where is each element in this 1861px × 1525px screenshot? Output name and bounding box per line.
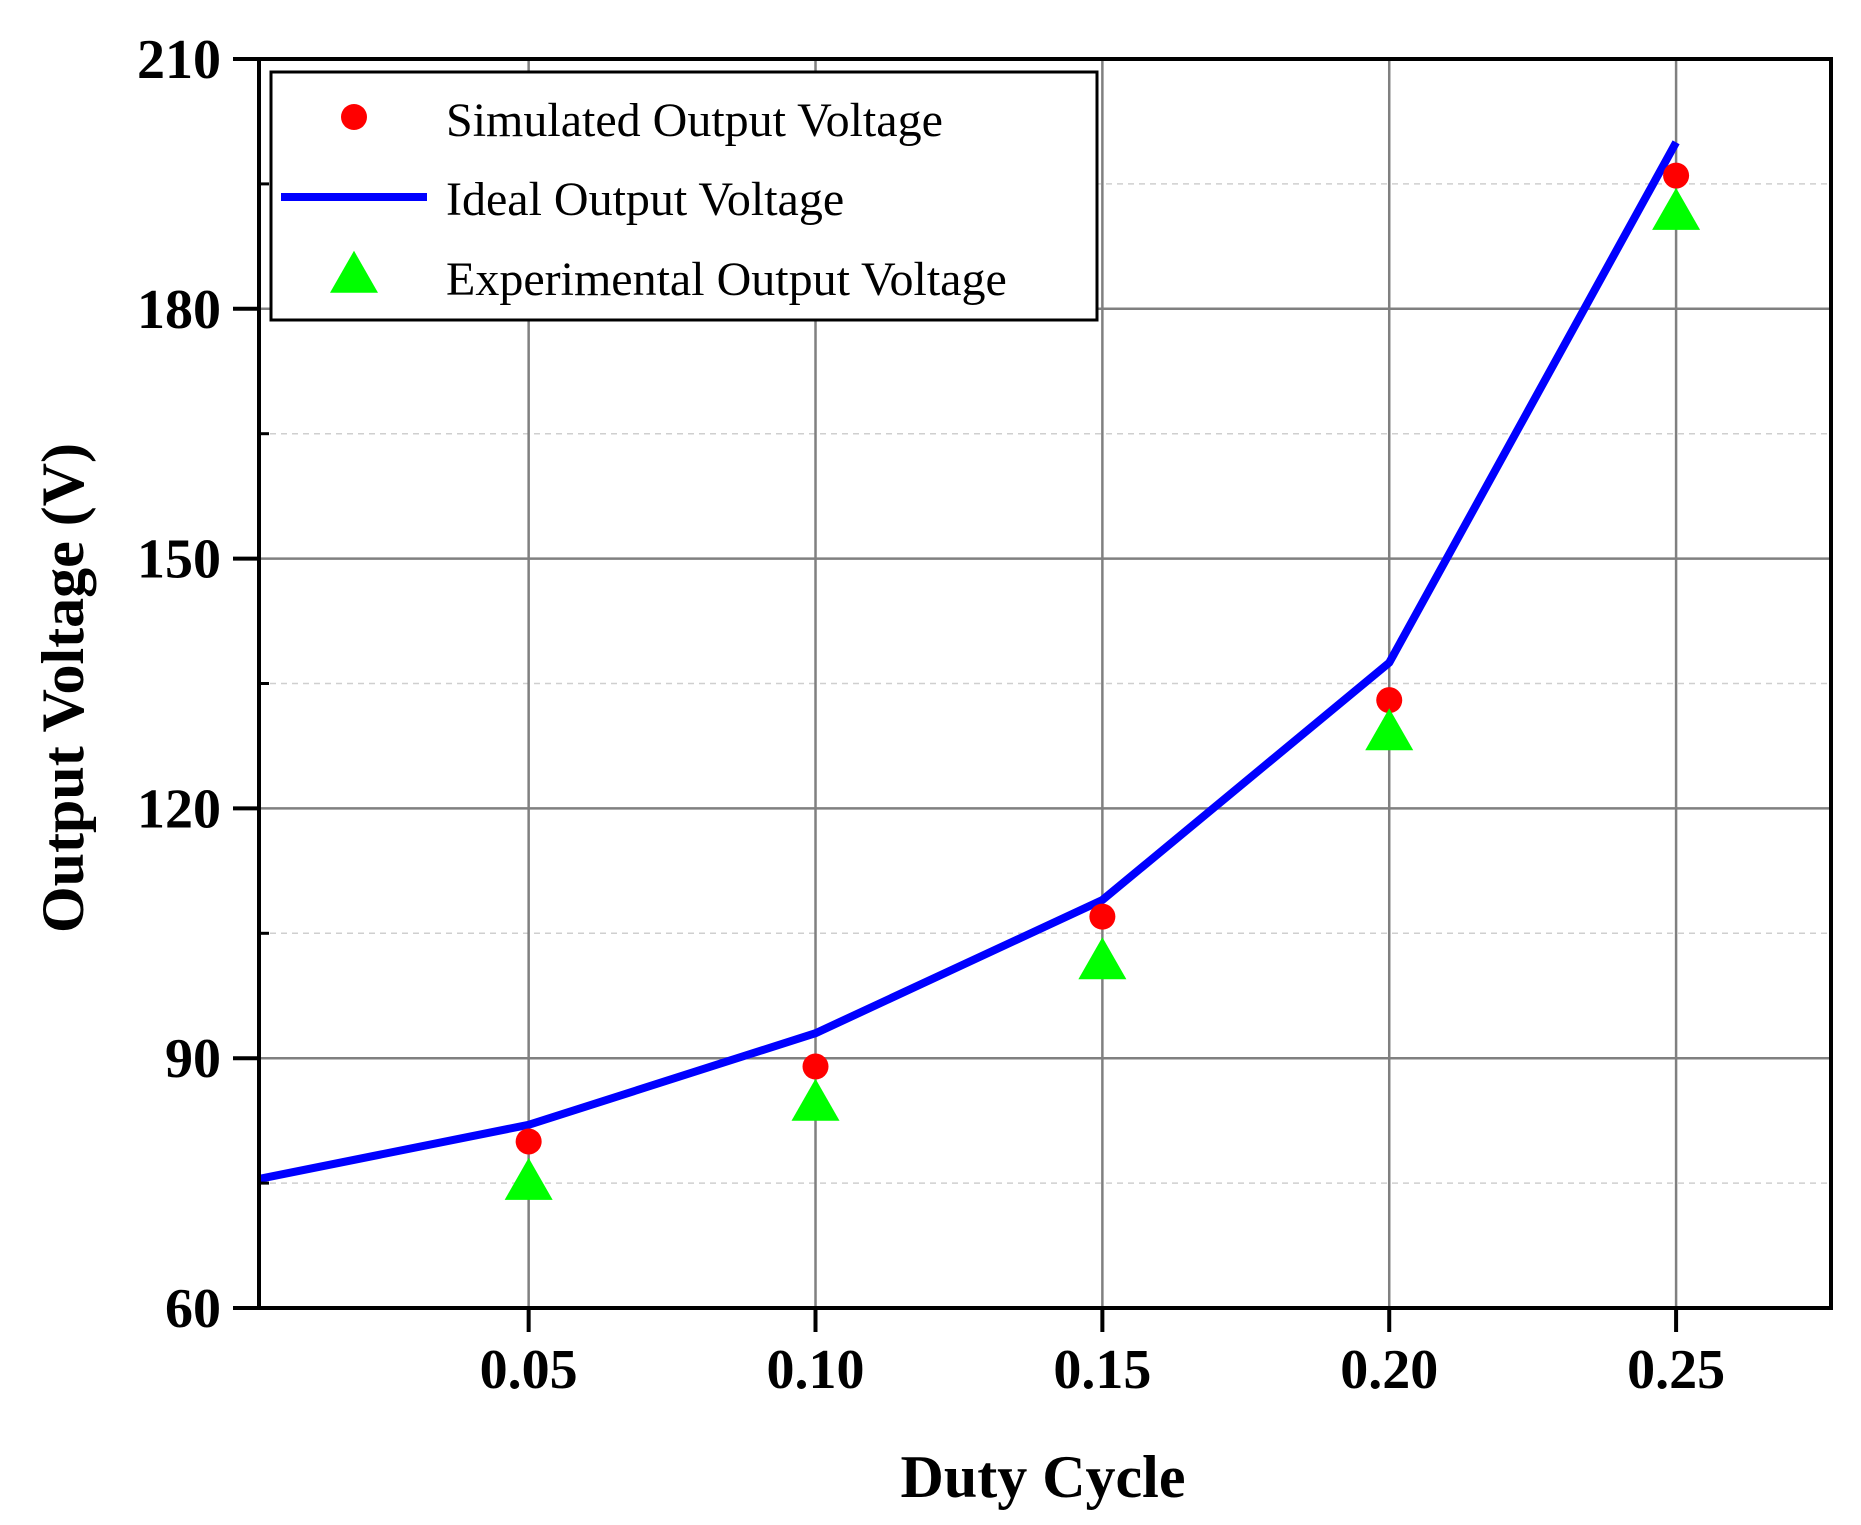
x-tick-label: 0.05 [480, 1339, 578, 1401]
experimental-point [1365, 708, 1414, 751]
legend: Simulated Output Voltage Ideal Output Vol… [269, 70, 1099, 322]
y-tick-label: 210 [137, 29, 221, 91]
y-axis-title: Output Voltage (V) [30, 443, 96, 933]
experimental-point [1078, 937, 1127, 980]
experimental-point [1652, 187, 1701, 230]
simulated-point [1663, 162, 1690, 189]
x-axis-title: Duty Cycle [901, 1444, 1186, 1510]
simulated-point [1376, 687, 1403, 714]
simulated-point [1089, 903, 1116, 930]
simulated-point [515, 1128, 542, 1155]
y-tick-label: 150 [137, 529, 221, 591]
y-tick-label: 120 [137, 778, 221, 840]
ideal-voltage-line [258, 140, 1680, 1183]
legend-label: Ideal Output Voltage [446, 173, 844, 226]
x-tick-labels: 0.05 0.10 0.15 0.20 0.25 [480, 1339, 1725, 1401]
experimental-point [504, 1157, 553, 1200]
y-tick-label: 60 [165, 1278, 221, 1340]
x-tick-label: 0.20 [1340, 1339, 1438, 1401]
simulated-point [802, 1053, 829, 1080]
y-tick-labels: 60 90 120 150 180 210 [137, 29, 221, 1340]
x-tick-label: 0.25 [1627, 1339, 1725, 1401]
x-tick-label: 0.10 [767, 1339, 865, 1401]
experimental-point [791, 1078, 840, 1121]
legend-label: Experimental Output Voltage [446, 253, 1007, 306]
legend-circle-marker [341, 104, 367, 130]
legend-label: Simulated Output Voltage [446, 94, 943, 147]
y-tick-label: 180 [137, 279, 221, 341]
x-tick-label: 0.15 [1053, 1339, 1151, 1401]
y-tick-label: 90 [165, 1028, 221, 1090]
tick-marks [233, 57, 1679, 1332]
legend-triangle-marker [330, 250, 378, 293]
minor-grid [259, 183, 1831, 1184]
series-layer [258, 140, 1701, 1200]
